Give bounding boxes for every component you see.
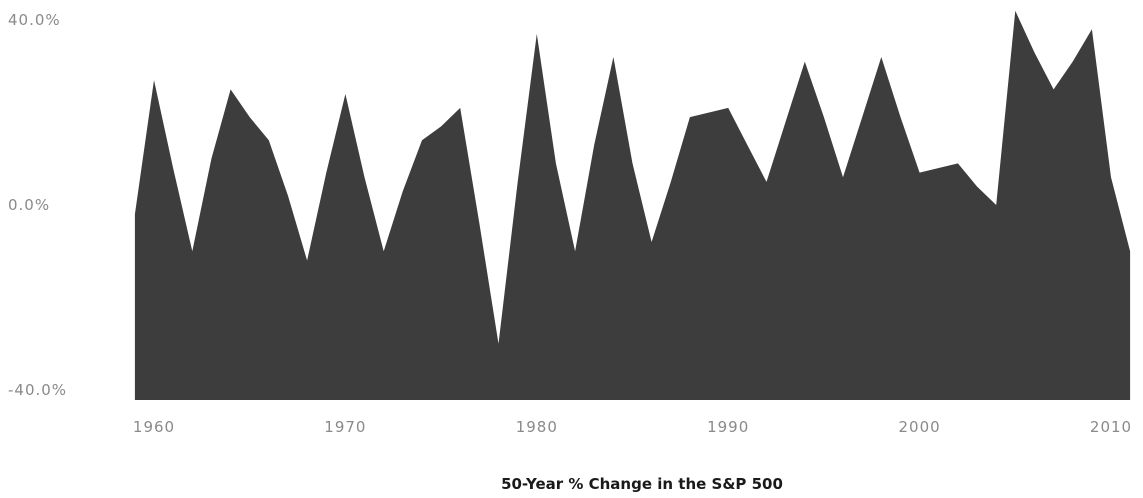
chart-caption: 50-Year % Change in the S&P 500 xyxy=(501,475,783,493)
y-axis: 40.0% 0.0% -40.0% xyxy=(8,11,67,399)
x-tick-label: 1990 xyxy=(707,418,749,436)
x-tick-label: 1960 xyxy=(133,418,175,436)
x-axis: 1960 1970 1980 1990 2000 2010 xyxy=(133,418,1132,436)
y-tick-label: -40.0% xyxy=(8,381,67,399)
x-tick-label: 1980 xyxy=(516,418,558,436)
x-tick-label: 2010 xyxy=(1090,418,1132,436)
x-tick-label: 1970 xyxy=(324,418,366,436)
y-tick-label: 0.0% xyxy=(8,196,50,214)
area-series-fill xyxy=(134,10,1131,401)
y-tick-label: 40.0% xyxy=(8,11,61,29)
x-tick-label: 2000 xyxy=(899,418,941,436)
